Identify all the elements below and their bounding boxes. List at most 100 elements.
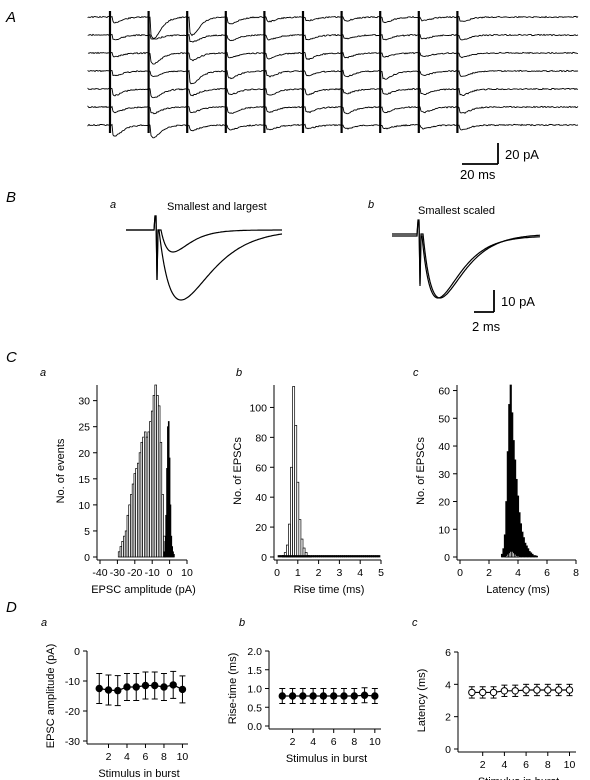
x-tick-label: 2 — [290, 736, 296, 748]
x-tick-label: 0 — [457, 567, 463, 579]
y-axis-label: No. of EPSCs — [232, 437, 244, 505]
y-tick-label: -20 — [65, 706, 80, 718]
y-tick-label: 30 — [78, 396, 90, 408]
panel-sub-label: c — [413, 367, 419, 379]
x-tick-label: 4 — [501, 759, 507, 771]
chart-rise-time-vs-stimulus: b 2 4 6 8 10 0.0 0.5 1.0 1.5 2.0 Stimulus in burst R… — [227, 617, 381, 765]
x-tick-label: -30 — [110, 567, 125, 579]
panel-b-b-title: Smallest scaled — [418, 205, 495, 217]
x-tick-label: 6 — [523, 759, 529, 771]
x-tick-label: 8 — [351, 736, 357, 748]
x-axis-label: Stimulus in burst — [286, 753, 367, 765]
series-line — [471, 689, 570, 694]
histogram-bar — [161, 494, 164, 558]
data-point — [544, 686, 552, 694]
y-tick-label: 5 — [84, 526, 90, 538]
scale-label-current: 10 pA — [501, 294, 535, 309]
y-tick-label: 40 — [438, 441, 450, 453]
histogram-bar — [169, 504, 172, 558]
y-tick-label: 20 — [78, 448, 90, 460]
data-point — [141, 681, 150, 690]
y-tick-label: 2.0 — [247, 646, 262, 658]
data-point — [309, 692, 317, 700]
x-axis-label: EPSC amplitude (pA) — [91, 584, 196, 596]
series-line — [282, 694, 375, 697]
x-tick-label: 10 — [177, 751, 189, 763]
x-tick-label: -20 — [127, 567, 142, 579]
x-axis-label: Stimulus in burst — [478, 776, 559, 780]
data-point — [95, 684, 103, 693]
panel-b-a-traces — [126, 215, 283, 301]
y-tick-label: 30 — [438, 469, 450, 481]
chart-rise-time-histogram: b 0 1 2 3 4 5 0 20 40 60 80 100 Rise time (ms) No. of … — [232, 367, 384, 596]
panel-label-d: D — [6, 599, 17, 616]
data-point — [319, 692, 328, 700]
x-tick-label: 5 — [378, 567, 384, 579]
x-axis-label: Latency (ms) — [486, 584, 550, 596]
trace-smallest-scaled — [392, 221, 540, 299]
data-point — [278, 692, 286, 700]
scale-label-current: 20 pA — [505, 147, 539, 162]
y-tick-label: 0 — [445, 744, 451, 756]
chart-latency-histogram: c 0 2 4 6 8 0 10 20 30 40 50 60 Latency (ms) No. of EP… — [413, 367, 579, 596]
x-tick-label: 2 — [480, 759, 486, 771]
x-tick-label: 1 — [295, 567, 301, 579]
panel-sub-label: a — [41, 617, 47, 629]
data-point — [533, 686, 541, 694]
y-tick-label: 0 — [74, 646, 80, 658]
panel-b-scale-bar: 10 pA 2 ms — [472, 290, 535, 334]
data-point — [554, 686, 563, 694]
y-tick-label: 0 — [84, 552, 90, 564]
x-tick-label: 10 — [181, 567, 193, 579]
y-tick-label: 2 — [445, 712, 451, 724]
trace — [87, 33, 579, 43]
y-tick-label: -10 — [65, 676, 80, 688]
scale-label-time: 20 ms — [460, 167, 496, 182]
data-point — [288, 692, 297, 700]
data-point — [160, 683, 168, 691]
scale-label-time: 2 ms — [472, 319, 501, 334]
y-tick-label: 4 — [445, 679, 451, 691]
data-point — [169, 681, 177, 689]
x-tick-label: 2 — [316, 567, 322, 579]
data-point — [371, 692, 379, 700]
trace-largest — [392, 219, 541, 299]
data-point — [340, 692, 348, 700]
x-tick-label: 2 — [106, 751, 112, 763]
panel-sub-label: b — [239, 617, 245, 629]
histogram-bar — [173, 554, 175, 558]
data-point — [123, 683, 131, 691]
y-tick-label: 80 — [255, 432, 267, 444]
trace — [87, 51, 579, 65]
y-tick-label: 0.5 — [247, 702, 262, 714]
y-tick-label: 25 — [78, 422, 90, 434]
x-tick-label: 3 — [336, 567, 342, 579]
trace — [87, 105, 579, 115]
y-tick-label: 1.5 — [247, 665, 262, 677]
data-point — [565, 686, 574, 694]
panel-label-a: A — [5, 9, 16, 26]
x-tick-label: 4 — [310, 736, 316, 748]
trace — [87, 15, 579, 39]
x-tick-label: 8 — [161, 751, 167, 763]
trace-smallest — [126, 215, 282, 281]
y-tick-label: 100 — [249, 402, 267, 414]
y-axis-label: No. of EPSCs — [415, 437, 427, 505]
histogram-bar — [377, 555, 381, 558]
x-axis-label: Stimulus in burst — [98, 768, 179, 780]
y-tick-label: 20 — [438, 497, 450, 509]
panel-b-b-traces — [392, 219, 541, 299]
panel-a-traces — [87, 11, 579, 139]
y-tick-label: 60 — [438, 386, 450, 398]
y-tick-label: 60 — [255, 462, 267, 474]
y-axis-label: No. of events — [55, 438, 67, 503]
y-tick-label: 0 — [444, 552, 450, 564]
y-axis-label: EPSC amplitude (pA) — [45, 644, 57, 749]
data-point — [114, 686, 122, 695]
panel-label-b: B — [6, 189, 16, 206]
y-tick-label: 10 — [78, 500, 90, 512]
x-tick-label: -10 — [145, 567, 160, 579]
y-tick-label: 6 — [445, 647, 451, 659]
x-tick-label: 4 — [124, 751, 130, 763]
